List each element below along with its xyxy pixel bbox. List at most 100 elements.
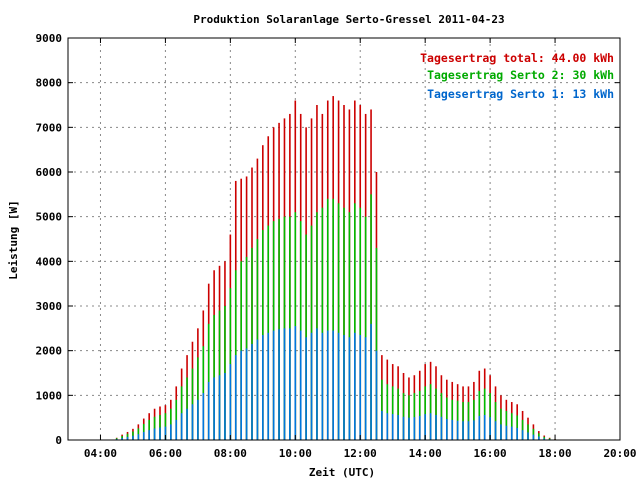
x-tick-label: 14:00 <box>409 447 442 460</box>
bar-serto-2 <box>326 198 329 440</box>
bar-serto-2 <box>456 400 459 440</box>
bar-serto-2 <box>494 402 497 440</box>
bar-serto-2 <box>446 397 448 440</box>
bar-serto-1 <box>435 414 437 440</box>
bar-serto-2 <box>402 393 405 440</box>
y-tick-label: 0 <box>55 434 62 447</box>
bar-serto-2 <box>148 419 150 440</box>
bar-serto-1 <box>413 417 416 440</box>
bar-serto-1 <box>316 328 318 440</box>
bar-serto-2 <box>462 402 464 440</box>
bar-serto-1 <box>364 337 367 440</box>
bar-serto-2 <box>521 419 524 440</box>
bar-serto-2 <box>381 379 383 440</box>
bar-serto-1 <box>343 335 345 440</box>
bar-serto-1 <box>159 427 161 440</box>
bar-serto-1 <box>229 364 232 440</box>
bar-serto-1 <box>186 408 188 440</box>
bar-serto-1 <box>337 332 340 440</box>
bar-serto-1 <box>386 413 389 440</box>
bar-serto-2 <box>170 408 172 440</box>
bar-serto-2 <box>473 399 475 440</box>
bar-serto-2 <box>435 388 437 440</box>
bar-serto-1 <box>418 415 421 440</box>
bar-serto-2 <box>229 288 232 440</box>
bar-serto-2 <box>478 390 481 440</box>
bar-serto-1 <box>272 330 275 440</box>
x-tick-label: 12:00 <box>344 447 377 460</box>
bar-serto-2 <box>527 424 529 440</box>
bar-serto-2 <box>483 388 486 440</box>
bar-serto-1 <box>121 437 123 440</box>
bar-serto-1 <box>456 420 459 440</box>
bar-serto-1 <box>197 399 199 440</box>
bar-serto-1 <box>218 375 221 440</box>
bar-serto-2 <box>359 207 362 440</box>
bar-serto-1 <box>424 414 426 440</box>
y-tick-label: 5000 <box>36 211 63 224</box>
bar-serto-2 <box>505 410 508 440</box>
bar-serto-1 <box>245 348 248 440</box>
bar-serto-1 <box>381 410 383 440</box>
bar-serto-2 <box>386 384 389 440</box>
bar-serto-2 <box>354 203 356 440</box>
bar-serto-2 <box>397 388 399 440</box>
bar-serto-1 <box>251 343 253 440</box>
y-tick-label: 6000 <box>36 166 63 179</box>
bar-serto-2 <box>408 395 410 440</box>
bar-serto-1 <box>240 350 242 440</box>
bar-serto-1 <box>132 435 134 440</box>
bar-serto-2 <box>543 436 546 440</box>
bar-serto-2 <box>321 207 324 440</box>
bar-serto-1 <box>256 339 259 440</box>
y-tick-label: 2000 <box>36 345 63 358</box>
bar-serto-2 <box>413 393 416 440</box>
bar-serto-2 <box>500 408 502 440</box>
bar-serto-1 <box>375 350 378 440</box>
bar-serto-2 <box>132 431 134 440</box>
y-tick-label: 3000 <box>36 300 63 313</box>
bar-serto-2 <box>489 393 491 440</box>
bar-serto-1 <box>359 335 362 440</box>
axis-ticks: 0 1000 2000 3000 4000 5000 6000 7000 8000 9000 04:… <box>36 32 637 460</box>
bar-serto-1 <box>446 419 448 440</box>
x-tick-label: 06:00 <box>149 447 182 460</box>
y-tick-label: 9000 <box>36 32 63 45</box>
bar-serto-2 <box>424 386 426 440</box>
bar-serto-1 <box>397 414 399 440</box>
bar-serto-1 <box>489 417 491 440</box>
bar-serto-2 <box>197 357 199 440</box>
bar-serto-1 <box>175 419 178 440</box>
bar-serto-2 <box>305 234 307 440</box>
bar-serto-2 <box>348 212 351 440</box>
bar-serto-1 <box>510 426 513 440</box>
bar-serto-2 <box>299 221 302 440</box>
bar-serto-1 <box>538 436 540 440</box>
bar-serto-2 <box>364 216 367 440</box>
bar-serto-1 <box>283 328 286 440</box>
bar-serto-1 <box>164 426 167 440</box>
bar-serto-1 <box>278 329 280 440</box>
bar-serto-1 <box>543 438 546 440</box>
y-tick-label: 4000 <box>36 255 63 268</box>
bar-serto-1 <box>170 424 172 440</box>
bar-serto-2 <box>191 368 194 440</box>
bar-serto-2 <box>332 198 334 440</box>
bar-serto-2 <box>343 207 345 440</box>
bar-serto-1 <box>532 434 535 440</box>
bar-serto-1 <box>467 421 470 440</box>
bar-serto-1 <box>321 332 324 440</box>
bar-serto-2 <box>440 393 443 440</box>
bar-serto-1 <box>370 323 372 440</box>
bar-serto-1 <box>299 330 302 440</box>
chart-title: Produktion Solaranlage Serto-Gressel 201… <box>193 13 504 26</box>
bar-serto-1 <box>494 421 497 440</box>
y-tick-label: 7000 <box>36 121 63 134</box>
bar-serto-2 <box>375 247 378 440</box>
bar-serto-1 <box>402 416 405 440</box>
bar-serto-2 <box>429 384 432 440</box>
bar-serto-2 <box>337 203 340 440</box>
bar-serto-1 <box>527 432 529 440</box>
